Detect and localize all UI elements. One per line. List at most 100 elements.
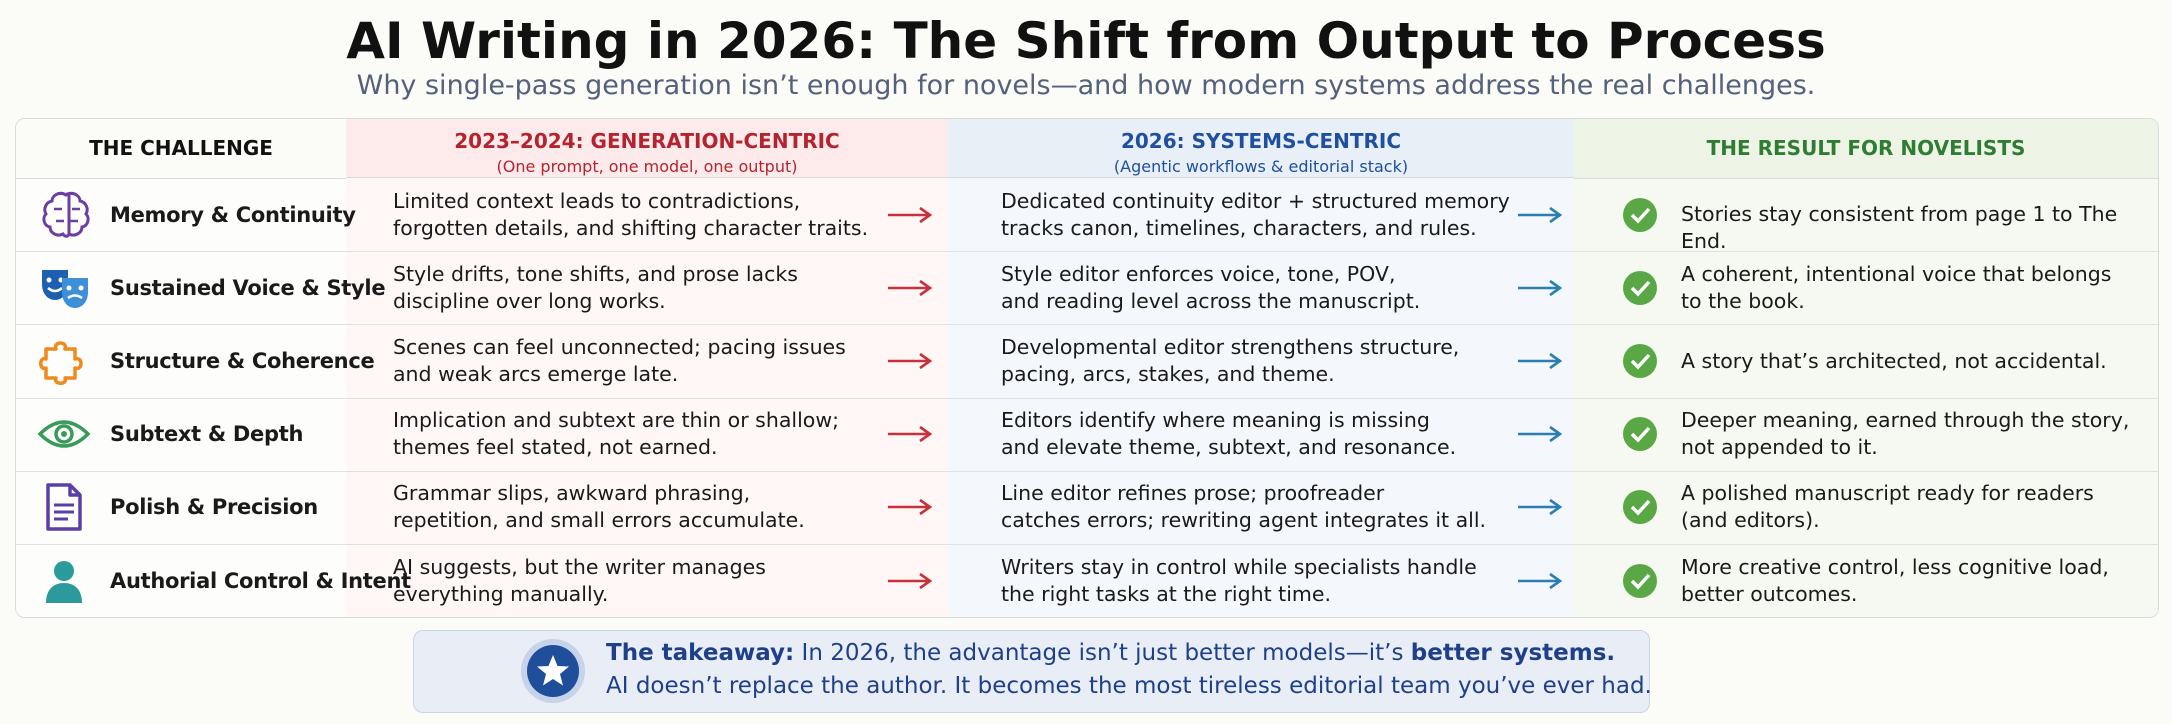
icon <box>46 483 82 532</box>
column-title: 2023–2024: GENERATION-CENTRIC <box>454 129 840 153</box>
before-text: Implication and subtext are thin or shal… <box>393 407 839 461</box>
row-divider <box>16 324 2158 326</box>
arrow <box>886 497 934 517</box>
result-text: A polished manuscript ready for readers(… <box>1681 480 2094 534</box>
takeaway-box: The takeaway: In 2026, the advantage isn… <box>413 630 1652 713</box>
challenge-label: Authorial Control & Intent <box>110 568 411 593</box>
text-line: tracks canon, timelines, characters, and… <box>1001 215 1477 240</box>
check-icon <box>1623 563 1657 598</box>
text-line: forgotten details, and shifting characte… <box>393 215 869 240</box>
comparison-table: THE CHALLENGE 2023–2024: GENERATION-CENT… <box>15 118 2159 618</box>
text-line: pacing, arcs, stakes, and theme. <box>1001 362 1335 386</box>
arrow <box>886 424 934 444</box>
icon <box>46 560 82 603</box>
arrow <box>886 205 934 225</box>
check-icon <box>1623 270 1657 305</box>
challenge-icon <box>36 187 92 243</box>
text-line: catches errors; rewriting agent integrat… <box>1001 508 1487 533</box>
text-line: Deeper meaning, earned through the story… <box>1681 408 2130 433</box>
challenge-label: Sustained Voice & Style <box>110 275 386 300</box>
icon <box>42 269 88 308</box>
title: AI Writing in 2026: The Shift from Outpu… <box>346 12 1826 70</box>
arrow-icon <box>888 352 933 370</box>
before-text: Style drifts, tone shifts, and prose lac… <box>393 261 798 315</box>
text-line: Developmental editor strengthens structu… <box>1001 335 1460 359</box>
check <box>1623 344 1657 378</box>
text-line: Grammar slips, awkward phrasing, <box>393 481 751 506</box>
arrow-icon <box>888 426 933 443</box>
result-text: A coherent, intentional voice that belon… <box>1681 261 2111 315</box>
text-line: Style drifts, tone shifts, and prose lac… <box>393 261 798 286</box>
check <box>1623 417 1657 452</box>
arrow <box>1516 497 1564 517</box>
text-line: and weak arcs emerge late. <box>393 362 679 386</box>
arrow <box>886 351 934 371</box>
after-text: Style editor enforces voice, tone, POV, a… <box>1001 261 1420 315</box>
check-icon <box>1623 490 1657 525</box>
arrow-icon <box>1518 279 1563 296</box>
after-text: Editors identify where meaning is missin… <box>1001 407 1456 461</box>
text-line: Style editor enforces voice, tone, POV, <box>1001 261 1396 286</box>
takeaway-lead: The takeaway: <box>606 640 795 666</box>
text-line: everything manually. <box>393 581 609 606</box>
arrow-icon <box>888 499 933 516</box>
check <box>1623 490 1657 525</box>
row-divider <box>16 470 2158 472</box>
text-line: Editors identify where meaning is missin… <box>1001 408 1430 433</box>
column-title: 2026: SYSTEMS-CENTRIC <box>1120 129 1402 153</box>
column-header: THE RESULT FOR NOVELISTS <box>1574 119 2158 179</box>
text-line: better outcomes. <box>1681 581 1858 606</box>
before-text: Grammar slips, awkward phrasing, repetiti… <box>393 480 805 534</box>
text-line: A coherent, intentional voice that belon… <box>1681 261 2112 286</box>
challenge-label: Polish & Precision <box>110 495 318 520</box>
result-text: More creative control, less cognitive lo… <box>1681 554 2109 608</box>
arrow-icon <box>1518 352 1563 370</box>
column-header: THE CHALLENGE <box>16 119 346 179</box>
challenge-icon <box>36 260 92 316</box>
before-text: Limited context leads to contradictions,… <box>393 188 868 242</box>
column-header: 2026: SYSTEMS-CENTRIC (Agentic workflows … <box>948 119 1574 178</box>
check <box>1623 270 1657 305</box>
arrow-icon <box>1518 206 1563 223</box>
arrow <box>886 571 934 591</box>
text-line: (and editors). <box>1681 508 1820 533</box>
column-subtitle: (One prompt, one model, one output) <box>496 157 798 176</box>
text-line: Implication and subtext are thin or shal… <box>393 408 840 433</box>
before-text: Scenes can feel unconnected; pacing issu… <box>393 334 846 388</box>
column-header: 2023–2024: GENERATION-CENTRIC (One prompt… <box>346 119 948 178</box>
text-line: Dedicated continuity editor + structured… <box>1001 188 1510 213</box>
arrow-icon <box>1518 499 1563 516</box>
arrow <box>1516 278 1564 298</box>
takeaway-text: In 2026, the advantage isn’t just better… <box>794 640 1411 666</box>
text-line: A story that’s architected, not accident… <box>1681 348 2107 373</box>
column: 2023–2024: GENERATION-CENTRIC (One prompt… <box>346 119 949 617</box>
check <box>1623 197 1657 232</box>
text-line: and reading level across the manuscript. <box>1001 288 1421 313</box>
column: 2026: SYSTEMS-CENTRIC (Agentic workflows … <box>948 119 1575 617</box>
challenge-icon <box>36 333 92 389</box>
text-line: AI suggests, but the writer manages <box>393 554 766 579</box>
check-icon <box>1623 417 1657 452</box>
check <box>1623 563 1657 598</box>
arrow <box>1516 351 1564 371</box>
star-icon <box>521 639 585 703</box>
subtitle: Why single-pass generation isn’t enough … <box>356 70 1816 101</box>
arrow <box>1516 571 1564 591</box>
arrow-icon <box>1518 426 1563 443</box>
arrow-icon <box>1518 572 1563 589</box>
arrow <box>1516 424 1564 444</box>
arrow-icon <box>888 206 933 223</box>
text-line: the right tasks at the right time. <box>1001 581 1331 606</box>
arrow-icon <box>888 572 933 589</box>
challenge-label: Memory & Continuity <box>110 202 356 227</box>
arrow-icon <box>888 279 933 296</box>
after-text: Developmental editor strengthens structu… <box>1001 334 1459 388</box>
row-divider <box>16 544 2158 545</box>
icon <box>42 191 90 238</box>
text-line: Stories stay consistent from page 1 to T… <box>1681 202 2118 254</box>
before-text: AI suggests, but the writer manages every… <box>393 554 766 608</box>
icon <box>39 341 83 385</box>
text-line: themes feel stated, not earned. <box>393 435 718 460</box>
challenge-label: Structure & Coherence <box>110 349 375 373</box>
